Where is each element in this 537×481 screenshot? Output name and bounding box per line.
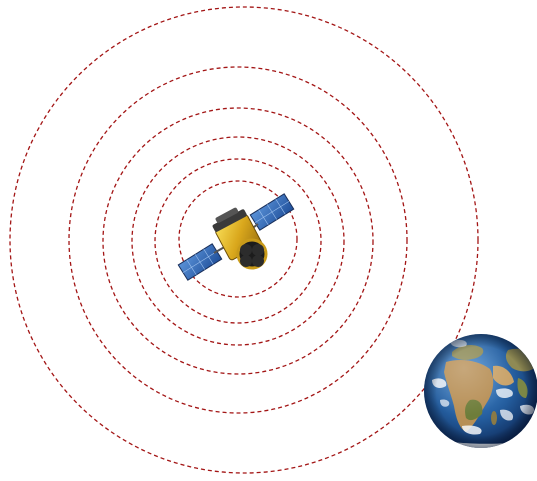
signal-ring [154,158,322,324]
satellite-icon [177,193,295,281]
signal-ring [102,107,374,375]
signal-ring [178,180,298,298]
signal-rings [9,6,479,474]
signal-ring [131,136,345,346]
earth-globe-icon [424,334,537,448]
signal-ring [9,6,479,474]
signal-ring [68,66,408,414]
